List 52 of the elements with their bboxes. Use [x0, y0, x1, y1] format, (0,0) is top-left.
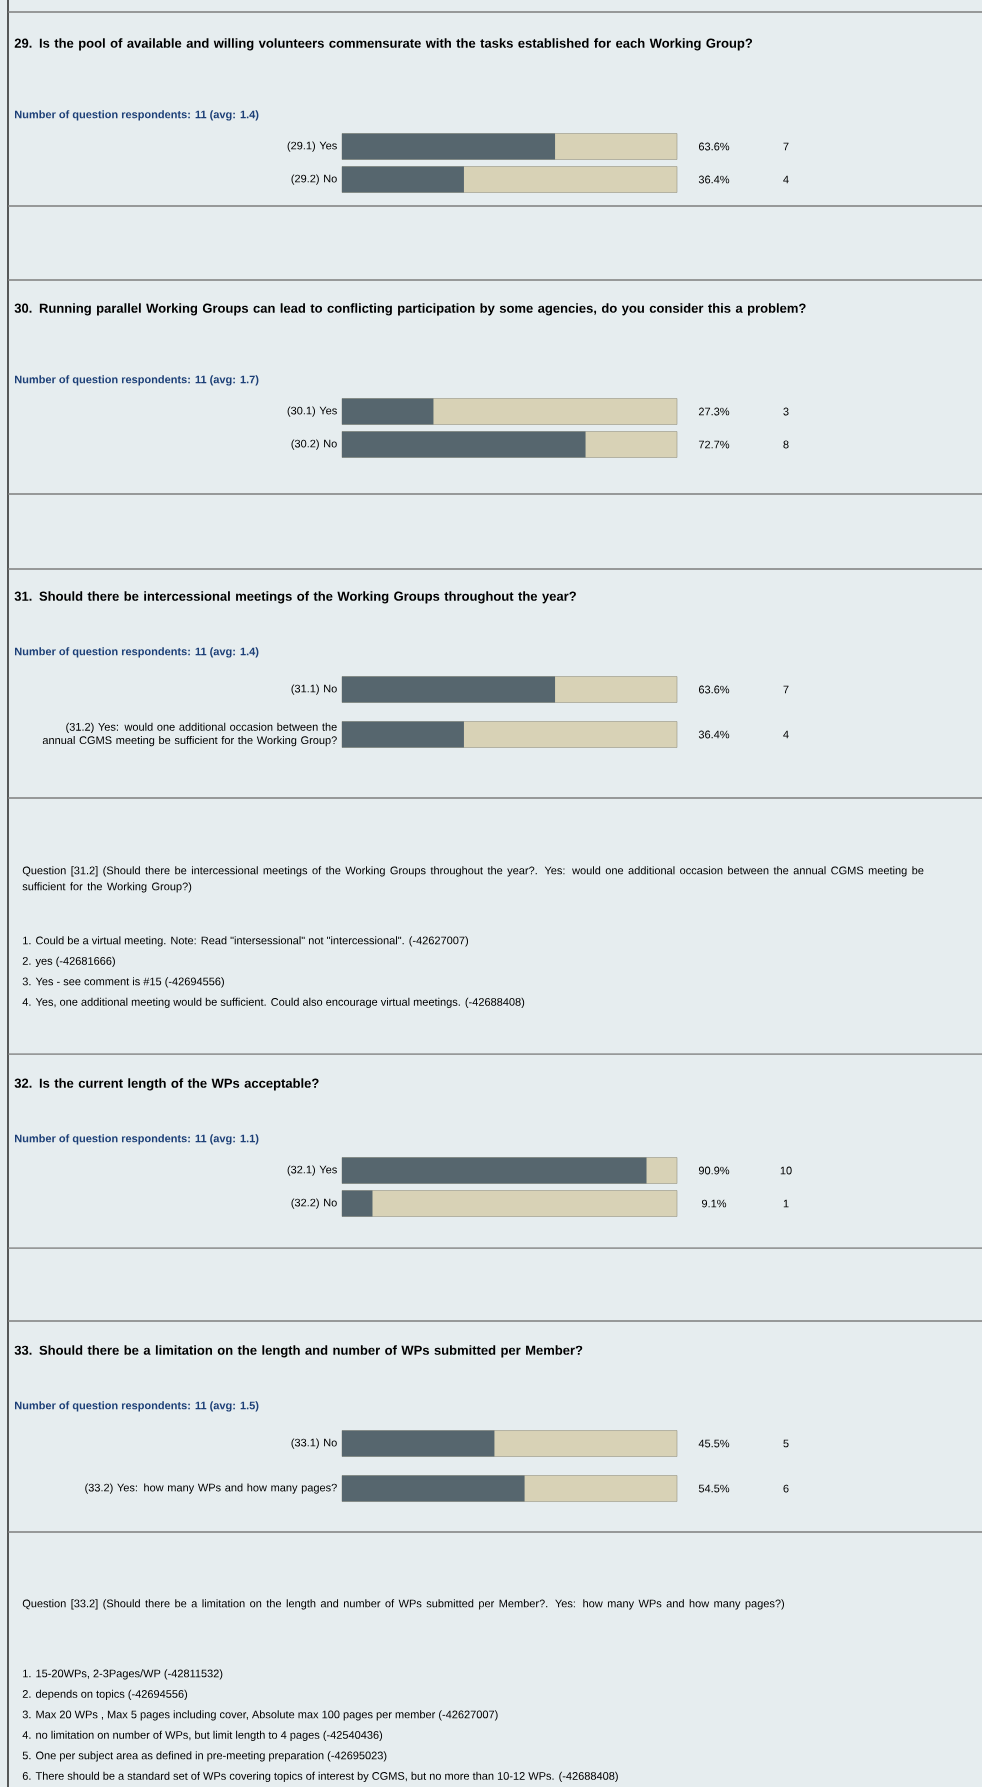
text: Number of question respondents: 11 (avg: 1.4): [15, 110, 259, 121]
data-label: 36.4%: [698, 175, 730, 184]
y-tick-label: (29.1) Yes: [287, 141, 337, 152]
y-tick-label: (31.2) Yes: would one additional occasion between the annual CGMS meeting be sufficient for the Working Group?: [42, 722, 337, 747]
text: 4: [783, 730, 789, 739]
data-label: 63.6%: [698, 142, 730, 151]
text: 3: [783, 407, 789, 416]
data-label: 36.4%: [698, 730, 730, 739]
text: Number of question respondents: 11 (avg: 1.7): [15, 375, 259, 386]
text: 10: [780, 1166, 792, 1175]
text: 3. Yes - see comment is #15 (-42694556): [22, 977, 224, 988]
text: 4. Yes, one additional meeting would be sufficient. Could also encourage virtual meetings. (-42688408): [22, 997, 525, 1009]
y-tick-label: (29.2) No: [291, 174, 337, 185]
y-tick-label: (31.1) No: [291, 684, 337, 695]
chart-title: 31. Should there be intercessional meetings of the Working Groups throughout the year?: [14, 591, 576, 604]
text: Number of question respondents: 11 (avg: 1.4): [15, 647, 259, 658]
data-label: 9.1%: [701, 1199, 727, 1208]
text: Question [31.2] (Should there be intercessional meetings of the Working Groups throughout the year?. Yes: would one additional occasion between the annual CGMS meeting be sufficient for the Working Group?): [22, 866, 924, 893]
text: 3. Max 20 WPs , Max 5 pages including cover, Absolute max 100 pages per member (-42627007): [22, 1710, 498, 1721]
text: Number of question respondents: 11 (avg: 1.5): [15, 1401, 259, 1412]
data-label: 63.6%: [698, 685, 730, 694]
text: 4. no limitation on number of WPs, but limit length to 4 pages (-42540436): [22, 1730, 383, 1742]
text: 5. One per subject area as defined in pre-meeting preparation (-42695023): [22, 1751, 387, 1762]
text: 7: [783, 142, 789, 151]
data-label: 54.5%: [698, 1484, 730, 1493]
y-tick-label: (30.2) No: [291, 439, 337, 450]
text: 1: [783, 1199, 789, 1208]
data-label: 27.3%: [698, 407, 730, 416]
chart-title: 30. Running parallel Working Groups can lead to conflicting participation by some agencies, do you consider this a problem?: [14, 303, 806, 316]
text: 6: [783, 1484, 789, 1493]
text: Number of question respondents: 11 (avg: 1.1): [15, 1134, 259, 1145]
text: 7: [783, 685, 789, 694]
text: 1. 15-20WPs, 2-3Pages/WP (-42811532): [23, 1669, 223, 1680]
data-label: 45.5%: [698, 1439, 730, 1448]
text: 8: [783, 440, 789, 449]
y-tick-label: (30.1) Yes: [287, 406, 337, 417]
text: 5: [783, 1439, 789, 1448]
text: 2. yes (-42681666): [22, 956, 115, 968]
data-label: 72.7%: [698, 440, 730, 449]
y-tick-label: (33.1) No: [291, 1438, 337, 1449]
data-label: 90.9%: [698, 1166, 730, 1175]
text: 4: [783, 175, 789, 184]
y-tick-label: (33.2) Yes: how many WPs and how many pages?: [85, 1483, 337, 1494]
chart-title: 33. Should there be a limitation on the length and number of WPs submitted per Member?: [14, 1345, 583, 1358]
chart-title: 29. Is the pool of available and willing volunteers commensurate with the tasks established for each Working Group?: [14, 38, 753, 51]
text: 32. Is the current length of the WPs acceptable?: [14, 1078, 319, 1091]
y-tick-label: (32.2) No: [291, 1198, 337, 1209]
text: 6. There should be a standard set of WPs covering topics of interest by CGMS, but no more than 10-12 WPs. (-42688408): [22, 1771, 618, 1783]
text: Question [33.2] (Should there be a limitation on the length and number of WPs submitted per Member?. Yes: how many WPs and how many pages?): [22, 1599, 785, 1610]
text: 2. depends on topics (-42694556): [22, 1689, 188, 1701]
y-tick-label: (32.1) Yes: [287, 1165, 337, 1176]
text: 1. Could be a virtual meeting. Note: Read "intersessional" not "intercessional". (-42627007): [23, 936, 469, 947]
